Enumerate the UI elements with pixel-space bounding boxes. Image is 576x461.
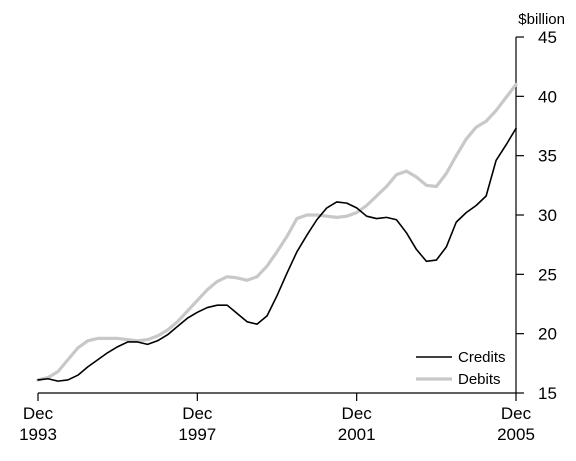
x-tick-label-year: 2005 bbox=[497, 425, 535, 444]
y-tick-label: 40 bbox=[538, 87, 557, 106]
x-tick-label-month: Dec bbox=[182, 404, 213, 423]
y-tick-label: 20 bbox=[538, 325, 557, 344]
x-tick-label-month: Dec bbox=[342, 404, 373, 423]
x-tick-label-month: Dec bbox=[501, 404, 532, 423]
y-tick-label: 45 bbox=[538, 28, 557, 47]
series-line-credits bbox=[37, 127, 517, 382]
x-tick-label-year: 1993 bbox=[19, 425, 57, 444]
y-axis-unit-label: $billion bbox=[518, 11, 565, 28]
y-tick-label: 35 bbox=[538, 147, 557, 166]
y-tick-label: 30 bbox=[538, 206, 557, 225]
series-line-debits bbox=[36, 82, 518, 382]
x-tick-label-year: 1997 bbox=[178, 425, 216, 444]
y-axis: 15 20 25 30 35 40 45 bbox=[515, 28, 557, 403]
x-tick-label-month: Dec bbox=[23, 404, 54, 423]
y-tick-label: 15 bbox=[538, 384, 557, 403]
x-axis: Dec 1993 Dec 1997 Dec 2001 Dec 2005 bbox=[19, 392, 535, 444]
legend-label-debits: Debits bbox=[458, 371, 501, 388]
plot-area bbox=[36, 82, 518, 382]
legend: Credits Debits bbox=[416, 349, 506, 388]
x-tick-label-year: 2001 bbox=[338, 425, 376, 444]
y-tick-label: 25 bbox=[538, 265, 557, 284]
legend-label-credits: Credits bbox=[458, 349, 506, 366]
